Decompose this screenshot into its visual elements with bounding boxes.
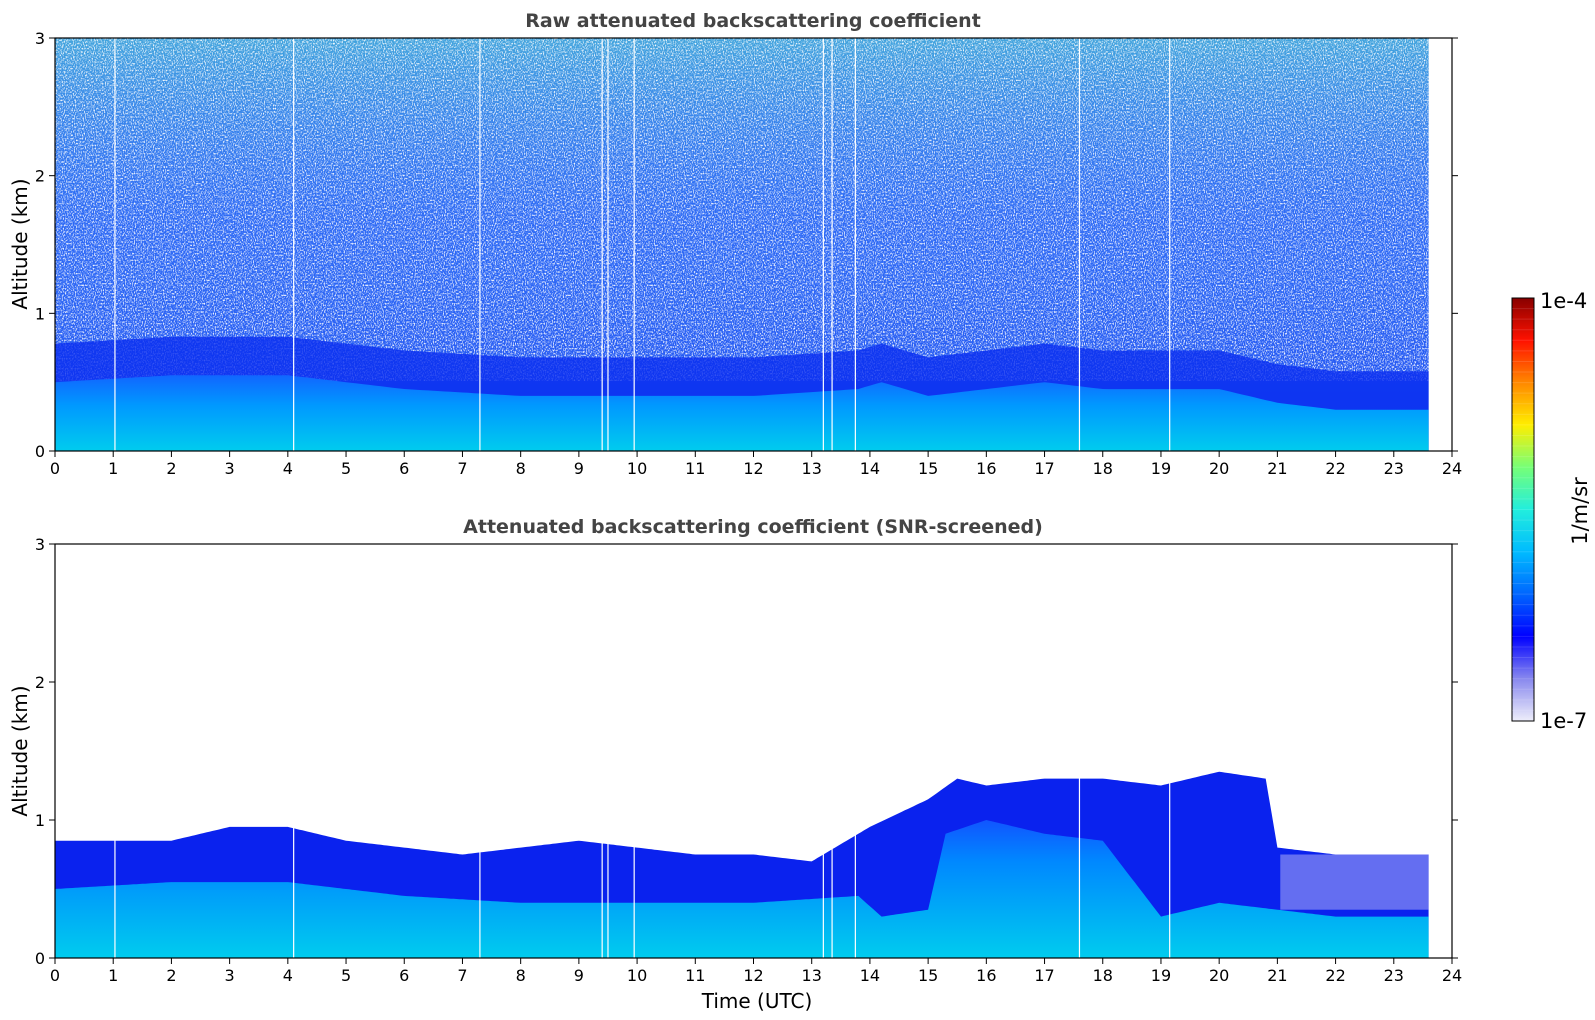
- panel-2-title: Attenuated backscattering coefficient (S…: [463, 516, 1043, 538]
- colorbar-unit-label: 1/m/sr: [1568, 477, 1592, 545]
- x-tick-label: 8: [516, 459, 526, 478]
- x-tick-label: 11: [685, 966, 705, 985]
- x-tick-label: 11: [685, 459, 705, 478]
- x-tick-label: 10: [627, 459, 647, 478]
- x-tick-label: 22: [1325, 966, 1345, 985]
- x-tick-label: 21: [1267, 459, 1287, 478]
- x-tick-label: 9: [574, 966, 584, 985]
- x-tick-label: 2: [166, 966, 176, 985]
- x-tick-label: 10: [627, 966, 647, 985]
- x-tick-label: 14: [860, 459, 880, 478]
- x-tick-label: 15: [918, 459, 938, 478]
- x-tick-label: 4: [283, 966, 293, 985]
- panel-2-ylabel: Altitude (km): [8, 685, 32, 816]
- x-tick-label: 18: [1093, 966, 1113, 985]
- y-tick-label: 1: [35, 811, 45, 830]
- x-tick-label: 9: [574, 459, 584, 478]
- panel-1-title: Raw attenuated backscattering coefficien…: [525, 10, 981, 32]
- x-tick-label: 1: [108, 459, 118, 478]
- x-tick-label: 13: [802, 966, 822, 985]
- x-tick-label: 23: [1384, 966, 1404, 985]
- x-tick-label: 18: [1093, 459, 1113, 478]
- x-tick-label: 13: [802, 459, 822, 478]
- boundary-layer: [55, 820, 1429, 958]
- x-tick-label: 17: [1034, 459, 1054, 478]
- y-tick-label: 3: [35, 535, 45, 554]
- boundary-layer: [55, 375, 1429, 451]
- x-tick-label: 5: [341, 966, 351, 985]
- colorbar-bands: [1512, 308, 1534, 711]
- y-tick-label: 1: [35, 304, 45, 323]
- x-tick-label: 14: [860, 966, 880, 985]
- x-tick-label: 21: [1267, 966, 1287, 985]
- x-tick-label: 3: [225, 459, 235, 478]
- colorbar-gradient: [1511, 297, 1535, 722]
- colorbar-min-label: 1e-7: [1540, 709, 1587, 733]
- y-tick-label: 2: [35, 673, 45, 692]
- x-tick-label: 4: [283, 459, 293, 478]
- x-tick-label: 6: [399, 966, 409, 985]
- x-tick-label: 16: [976, 966, 996, 985]
- x-tick-label: 19: [1151, 459, 1171, 478]
- x-tick-label: 20: [1209, 966, 1229, 985]
- y-tick-label: 0: [35, 949, 45, 968]
- x-tick-label: 12: [743, 966, 763, 985]
- x-tick-label: 19: [1151, 966, 1171, 985]
- x-tick-label: 15: [918, 966, 938, 985]
- x-tick-label: 7: [457, 966, 467, 985]
- x-tick-label: 24: [1442, 966, 1462, 985]
- x-tick-label: 22: [1325, 459, 1345, 478]
- x-tick-label: 1: [108, 966, 118, 985]
- x-tick-label: 17: [1034, 966, 1054, 985]
- x-tick-label: 20: [1209, 459, 1229, 478]
- noise-speckle: [55, 38, 1429, 381]
- haze-band: [1280, 854, 1429, 910]
- y-tick-label: 0: [35, 442, 45, 461]
- x-tick-label: 2: [166, 459, 176, 478]
- x-tick-label: 3: [225, 966, 235, 985]
- x-tick-label: 23: [1384, 459, 1404, 478]
- x-tick-label: 24: [1442, 459, 1462, 478]
- x-tick-label: 7: [457, 459, 467, 478]
- x-tick-label: 0: [50, 459, 60, 478]
- screened-backscatter-panel: Attenuated backscattering coefficient (S…: [8, 516, 1462, 1013]
- panel-2-heatmap: [55, 544, 1429, 958]
- colorbar: 1e-4 1e-7 1/m/sr: [1511, 289, 1592, 733]
- x-tick-label: 6: [399, 459, 409, 478]
- panel-1-axes: 0 1 2 3 4 5 6 7 8 9 10 11 12 13 14 15 16 17 18 19 20 21 22 23 24…: [35, 29, 1462, 478]
- x-tick-label: 12: [743, 459, 763, 478]
- raw-backscatter-panel: Raw attenuated backscattering coefficien…: [8, 10, 1462, 478]
- y-tick-label: 3: [35, 29, 45, 48]
- x-tick-label: 8: [516, 966, 526, 985]
- x-tick-label: 16: [976, 459, 996, 478]
- y-tick-label: 2: [35, 167, 45, 186]
- panel-1-heatmap: [55, 38, 1429, 451]
- x-tick-label: 5: [341, 459, 351, 478]
- panel-2-xlabel: Time (UTC): [701, 989, 813, 1013]
- colorbar-max-label: 1e-4: [1540, 289, 1587, 313]
- panel-1-ylabel: Altitude (km): [8, 178, 32, 309]
- panel-2-axes: 0 1 2 3 4 5 6 7 8 9 10 11 12 13 14 15 16 17 18 19 20 21 22 23 24…: [35, 535, 1462, 985]
- x-tick-label: 0: [50, 966, 60, 985]
